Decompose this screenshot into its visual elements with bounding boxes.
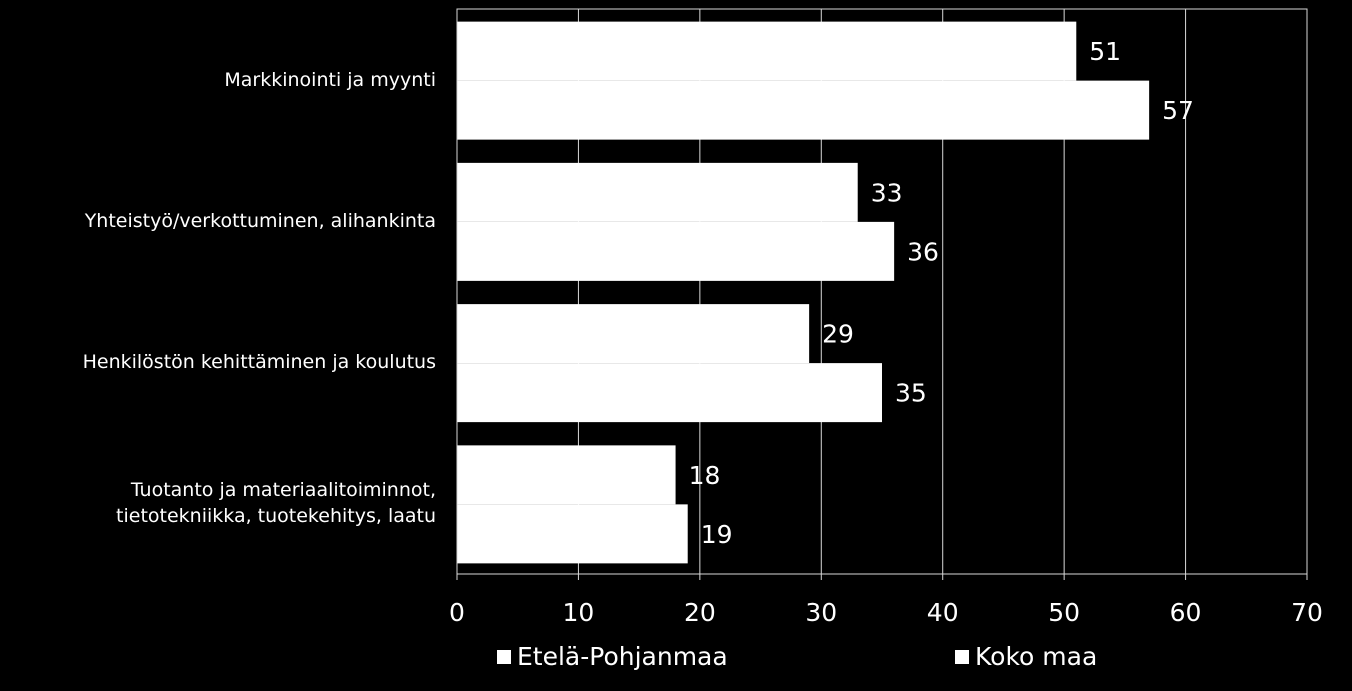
legend-label: Koko maa [975,642,1098,671]
category-label: Yhteistyö/verkottuminen, alihankinta [84,209,436,232]
bar-koko-maa [457,221,895,281]
x-tick-label: 20 [684,598,716,627]
bar-etela-pohjanmaa [457,445,676,505]
bar-koko-maa [457,363,882,423]
bars [457,21,1150,564]
x-tick-label: 10 [563,598,595,627]
data-label: 35 [895,379,927,408]
category-label: Markkinointi ja myynti [224,68,436,91]
legend-label: Etelä-Pohjanmaa [517,642,728,671]
bar-koko-maa [457,80,1150,140]
x-tick-label: 40 [927,598,959,627]
data-label: 18 [689,461,721,490]
legend-swatch [497,650,511,664]
value-labels: 51 57 33 36 29 35 18 19 [689,37,1194,549]
legend-item-koko-maa: Koko maa [955,640,1097,674]
x-tick-labels: 0 10 20 30 40 50 60 70 [449,598,1323,627]
x-tick-label: 0 [449,598,465,627]
category-label: Henkilöstön kehittäminen ja koulutus [82,351,436,374]
data-label: 29 [822,320,854,349]
data-label: 57 [1162,96,1194,125]
category-label: Tuotanto ja materiaalitoiminnot, tietote… [116,479,436,528]
axes [456,8,1308,580]
bar-etela-pohjanmaa [457,162,858,222]
x-tick-label: 30 [805,598,837,627]
x-tick-label: 60 [1170,598,1202,627]
data-label: 51 [1089,37,1121,66]
plot-area-border [456,8,1308,575]
data-label: 33 [871,178,903,207]
x-tick-label: 70 [1291,598,1323,627]
data-label: 36 [907,237,939,266]
x-tick-label: 50 [1048,598,1080,627]
bar-etela-pohjanmaa [457,21,1077,81]
legend-swatch [955,650,969,664]
bar-koko-maa [457,504,688,564]
data-label: 19 [701,520,733,549]
bar-etela-pohjanmaa [457,304,810,364]
legend-item-etela-pohjanmaa: Etelä-Pohjanmaa [497,640,728,674]
